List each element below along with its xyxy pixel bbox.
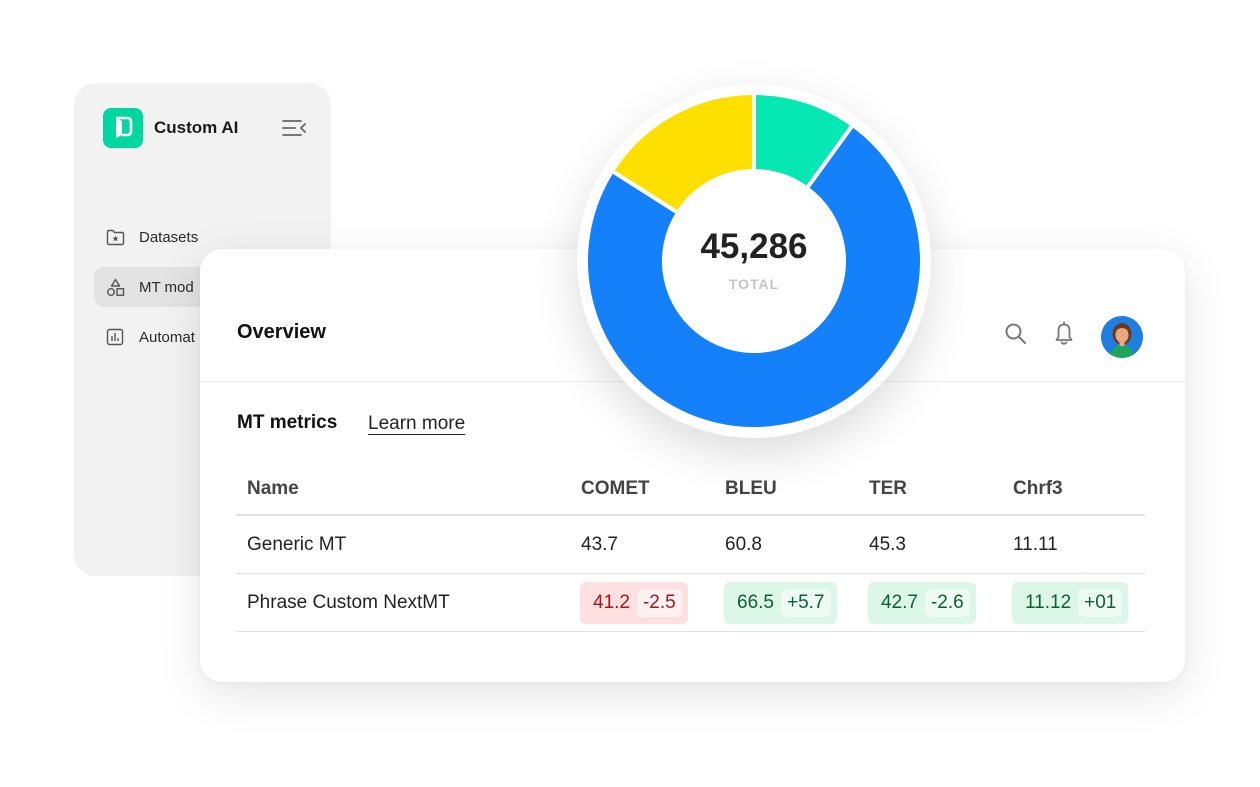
sidebar-item-label: MT mod xyxy=(139,278,194,296)
brand-name: Custom AI xyxy=(154,118,239,137)
metric-chip-positive: 66.5 +5.7 xyxy=(724,581,837,624)
bleu-value: 60.8 xyxy=(725,533,762,555)
table-row[interactable]: Generic MT 43.7 60.8 45.3 11.11 xyxy=(236,516,1145,574)
comet-value: 41.2 xyxy=(593,591,630,613)
chrf3-cell: 11.12 +01 xyxy=(1012,574,1129,631)
table-row[interactable]: Phrase Custom NextMT 41.2 -2.5 66.5 +5.7… xyxy=(236,574,1145,632)
ter-cell: 42.7 -2.6 xyxy=(868,574,976,631)
brand[interactable]: Custom AI xyxy=(103,108,238,148)
sidebar-item-datasets[interactable]: Datasets xyxy=(94,217,331,257)
row-name: Phrase Custom NextMT xyxy=(247,591,450,613)
column-header-ter[interactable]: TER xyxy=(869,478,907,499)
ter-delta: -2.6 xyxy=(924,588,970,617)
search-icon[interactable] xyxy=(1003,321,1029,347)
chrf3-value: 11.12 xyxy=(1025,591,1072,613)
comet-delta: -2.5 xyxy=(636,588,682,617)
row-name: Generic MT xyxy=(247,533,347,555)
chrf3-value: 11.11 xyxy=(1013,533,1058,555)
sidebar-item-automation[interactable]: Automat xyxy=(94,317,331,357)
donut-slice-1[interactable] xyxy=(584,123,924,431)
avatar[interactable] xyxy=(1101,316,1143,358)
metric-chip-positive: 42.7 -2.6 xyxy=(868,581,976,624)
ter-value: 42.7 xyxy=(881,591,918,613)
comet-cell: 41.2 -2.5 xyxy=(580,574,688,631)
bar-chart-icon xyxy=(105,327,125,347)
donut-chart: 45,286 TOTAL xyxy=(577,84,931,438)
ter-value: 45.3 xyxy=(869,533,906,555)
donut-chart-svg xyxy=(584,91,924,431)
sidebar-item-label: Automat xyxy=(139,328,195,346)
shapes-icon xyxy=(105,277,125,297)
sidebar-item-label: Datasets xyxy=(139,228,199,246)
brand-logo-icon xyxy=(103,108,143,148)
metric-chip-positive: 11.12 +01 xyxy=(1012,581,1129,624)
metric-chip-negative: 41.2 -2.5 xyxy=(580,581,688,624)
column-header-name[interactable]: Name xyxy=(247,478,299,499)
bleu-cell: 66.5 +5.7 xyxy=(724,574,837,631)
metrics-table: Name COMET BLEU TER Chrf3 Generic MT 43.… xyxy=(236,464,1145,632)
learn-more-link[interactable]: Learn more xyxy=(368,413,466,434)
column-header-comet[interactable]: COMET xyxy=(581,478,650,499)
column-header-bleu[interactable]: BLEU xyxy=(725,478,777,499)
donut-slice-2[interactable] xyxy=(610,91,756,215)
page-title: Overview xyxy=(237,321,326,343)
bleu-delta: +5.7 xyxy=(780,588,831,617)
folder-star-icon xyxy=(105,227,125,247)
bell-icon[interactable] xyxy=(1051,321,1077,347)
bleu-value: 66.5 xyxy=(737,591,774,613)
donut-total-value: 45,286 xyxy=(700,227,808,266)
comet-value: 43.7 xyxy=(581,533,618,555)
collapse-sidebar-icon[interactable] xyxy=(281,117,307,139)
column-header-chrf3[interactable]: Chrf3 xyxy=(1013,478,1063,499)
section-title: MT metrics xyxy=(237,412,338,433)
donut-total-label: TOTAL xyxy=(728,276,780,292)
table-header-row: Name COMET BLEU TER Chrf3 xyxy=(236,464,1145,516)
chrf3-delta: +01 xyxy=(1078,588,1123,617)
